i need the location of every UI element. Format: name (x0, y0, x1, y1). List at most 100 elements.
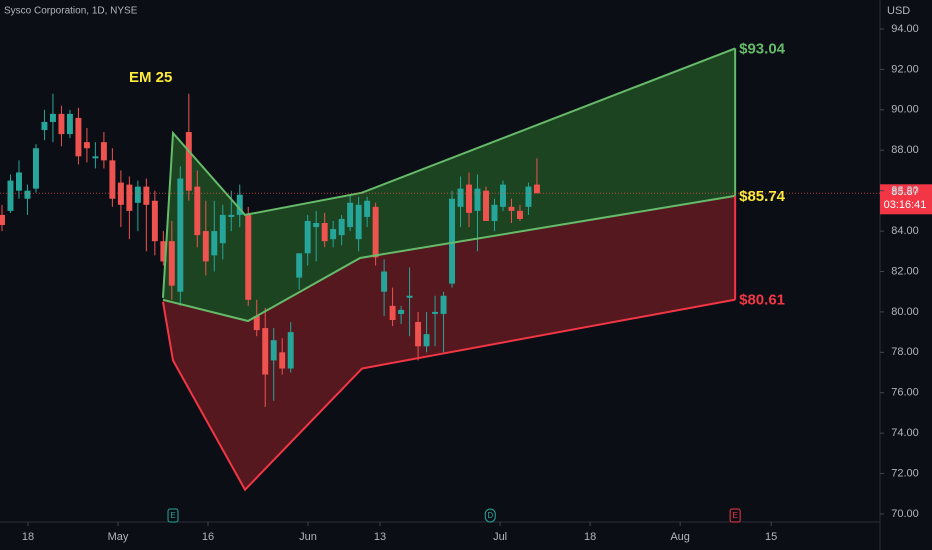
candle-body (423, 334, 430, 347)
candle-body (415, 322, 422, 347)
em-label: EM 25 (129, 69, 172, 86)
candle-body (330, 229, 337, 240)
x-tick-label: 18 (584, 531, 596, 543)
lower-line (162, 298, 736, 492)
candle-body (525, 186, 532, 207)
candle-body (24, 190, 31, 199)
candle-body (381, 271, 388, 292)
candle-body (457, 188, 464, 207)
candle-body (262, 328, 269, 375)
x-tick-label: 16 (202, 531, 214, 543)
candle-body (16, 172, 22, 191)
last-price: 85.87 (891, 186, 919, 198)
candle-body (185, 132, 192, 191)
candle-body (508, 206, 515, 211)
middle-end-label: $85.74 (739, 188, 786, 205)
event-label: E (732, 511, 737, 520)
upper-line (161, 47, 736, 298)
x-tick-label: May (108, 531, 129, 543)
candle-body (75, 117, 82, 157)
y-tick-label: 88.00 (891, 144, 919, 156)
event-marker (484, 508, 496, 523)
middle-line (162, 194, 736, 323)
candle-body (533, 184, 540, 194)
candle-body (92, 156, 99, 159)
x-tick-label: 18 (22, 531, 34, 543)
y-tick-label: 74.00 (891, 427, 919, 439)
candle-body (321, 223, 328, 242)
y-tick-label: 80.00 (891, 306, 919, 318)
candle-body (100, 142, 107, 161)
candle-body (0, 214, 5, 226)
candle-body (483, 190, 489, 221)
candle-body (253, 315, 260, 331)
y-tick-label: 90.00 (891, 104, 919, 116)
last-price-tag (880, 184, 932, 215)
candle-body (491, 204, 498, 221)
candle-body (83, 142, 90, 149)
x-tick-label: Jun (299, 531, 317, 543)
candle-body (219, 214, 226, 244)
candle-body (134, 186, 141, 203)
event-label: E (170, 511, 175, 520)
x-tick-label: Jul (493, 531, 507, 543)
y-tick-label: 70.00 (891, 508, 919, 520)
y-axis-label: USD (887, 5, 910, 17)
candle-body (355, 204, 362, 240)
lower-end-label: $80.61 (739, 292, 785, 309)
candle-body (211, 231, 218, 256)
countdown: 03:16:41 (884, 199, 927, 211)
candle-body (279, 352, 286, 369)
candle-body (440, 295, 447, 314)
candle-body (49, 113, 56, 122)
y-tick-label: 78.00 (891, 346, 919, 358)
candle-body (66, 113, 73, 135)
x-tick-label: Aug (670, 531, 690, 543)
candle-body (364, 200, 371, 217)
candle-body (304, 220, 311, 254)
y-tick-label: 72.00 (891, 467, 919, 479)
candle-body (151, 200, 158, 242)
candle-body (432, 311, 439, 314)
candle-body (347, 202, 354, 228)
candle-body (296, 253, 303, 278)
candle-body (398, 309, 405, 314)
chart-title: Sysco Corporation, 1D, NYSE (4, 6, 138, 17)
candle-body (41, 121, 48, 131)
candle-body (32, 148, 39, 189)
candle-body (313, 223, 320, 228)
upper-end-label: $93.04 (739, 40, 786, 57)
event-marker (167, 508, 179, 523)
candle-body (406, 295, 413, 298)
candle-body (449, 198, 456, 284)
y-tick-label: 86.00 (891, 185, 919, 197)
candle-body (177, 178, 184, 292)
y-tick-label: 82.00 (891, 265, 919, 277)
candle-body (389, 305, 396, 320)
candle-body (236, 194, 243, 215)
candle-body (143, 186, 150, 205)
candle-body (372, 206, 379, 258)
candle-body (270, 340, 277, 361)
candle-body (168, 241, 175, 286)
candle-body (58, 113, 65, 135)
candle-body (194, 186, 201, 236)
candle-body (202, 231, 209, 262)
y-tick-label: 92.00 (891, 63, 919, 75)
candle-body (338, 218, 345, 236)
candle-body (500, 184, 506, 207)
x-tick-label: 13 (374, 531, 386, 543)
lower-zone (162, 195, 736, 490)
candle-body (516, 210, 523, 219)
candle-body (474, 188, 481, 211)
y-tick-label: 94.00 (891, 23, 919, 35)
event-label: D (487, 511, 493, 520)
candle-body (109, 160, 116, 199)
y-tick-label: 76.00 (891, 387, 919, 399)
candle-body (245, 214, 252, 300)
x-tick-label: 15 (765, 531, 777, 543)
y-tick-label: 84.00 (891, 225, 919, 237)
candle-body (7, 180, 14, 211)
candle-body (160, 241, 167, 262)
